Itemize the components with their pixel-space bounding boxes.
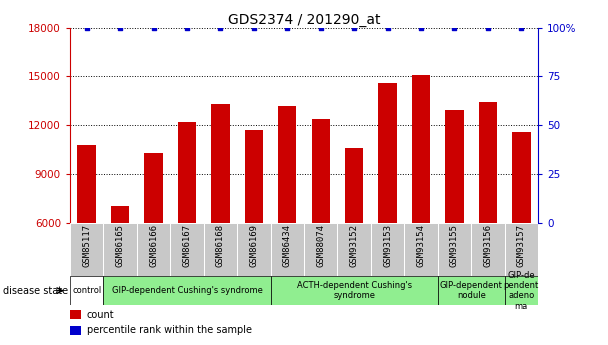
- Bar: [144, 153, 163, 223]
- Text: GSM86167: GSM86167: [182, 224, 192, 267]
- Bar: [304, 223, 337, 276]
- Bar: [103, 223, 137, 276]
- Bar: [378, 83, 397, 223]
- Bar: [438, 223, 471, 276]
- Point: [215, 25, 225, 30]
- Bar: [471, 223, 505, 276]
- Bar: [70, 223, 103, 276]
- Bar: [345, 148, 364, 223]
- Text: GSM86168: GSM86168: [216, 224, 225, 267]
- Bar: [244, 130, 263, 223]
- Text: GIP-dependent
nodule: GIP-dependent nodule: [440, 281, 503, 300]
- Point: [316, 25, 326, 30]
- Point: [416, 25, 426, 30]
- Point: [517, 25, 527, 30]
- Point: [383, 25, 393, 30]
- Bar: [178, 122, 196, 223]
- Point: [282, 25, 292, 30]
- Bar: [271, 223, 304, 276]
- Text: GSM93157: GSM93157: [517, 224, 526, 267]
- Bar: [505, 276, 538, 305]
- Text: GSM93154: GSM93154: [416, 224, 426, 267]
- Point: [81, 25, 91, 30]
- Bar: [103, 276, 271, 305]
- Bar: [404, 223, 438, 276]
- Title: GDS2374 / 201290_at: GDS2374 / 201290_at: [228, 12, 380, 27]
- Text: GSM93155: GSM93155: [450, 224, 459, 267]
- Bar: [478, 102, 497, 223]
- Bar: [237, 223, 271, 276]
- Text: GSM93156: GSM93156: [483, 224, 492, 267]
- Text: GSM86166: GSM86166: [149, 224, 158, 267]
- Text: GSM86165: GSM86165: [116, 224, 125, 267]
- Text: GSM86434: GSM86434: [283, 224, 292, 267]
- Bar: [70, 310, 81, 319]
- Bar: [278, 106, 297, 223]
- Point: [182, 25, 192, 30]
- Bar: [137, 223, 170, 276]
- Bar: [445, 110, 464, 223]
- Text: control: control: [72, 286, 102, 295]
- Text: GIP-de
pendent
adeno
ma: GIP-de pendent adeno ma: [504, 270, 539, 311]
- Bar: [170, 223, 204, 276]
- Bar: [271, 276, 438, 305]
- Bar: [77, 145, 96, 223]
- Text: disease state: disease state: [3, 286, 68, 296]
- Bar: [505, 223, 538, 276]
- Bar: [311, 119, 330, 223]
- Bar: [512, 131, 531, 223]
- Point: [249, 25, 259, 30]
- Text: GSM85117: GSM85117: [82, 224, 91, 267]
- Text: GSM93153: GSM93153: [383, 224, 392, 267]
- Bar: [70, 276, 103, 305]
- Point: [115, 25, 125, 30]
- Text: GSM93152: GSM93152: [350, 224, 359, 267]
- Text: count: count: [87, 310, 114, 320]
- Point: [148, 25, 158, 30]
- Bar: [70, 326, 81, 335]
- Bar: [371, 223, 404, 276]
- Bar: [438, 276, 505, 305]
- Text: percentile rank within the sample: percentile rank within the sample: [87, 325, 252, 335]
- Text: GSM86169: GSM86169: [249, 224, 258, 267]
- Text: GSM88074: GSM88074: [316, 224, 325, 267]
- Bar: [412, 75, 430, 223]
- Point: [349, 25, 359, 30]
- Bar: [211, 104, 230, 223]
- Text: ACTH-dependent Cushing's
syndrome: ACTH-dependent Cushing's syndrome: [297, 281, 412, 300]
- Point: [449, 25, 460, 30]
- Bar: [111, 206, 130, 223]
- Bar: [204, 223, 237, 276]
- Point: [483, 25, 493, 30]
- Bar: [337, 223, 371, 276]
- Text: GIP-dependent Cushing's syndrome: GIP-dependent Cushing's syndrome: [111, 286, 263, 295]
